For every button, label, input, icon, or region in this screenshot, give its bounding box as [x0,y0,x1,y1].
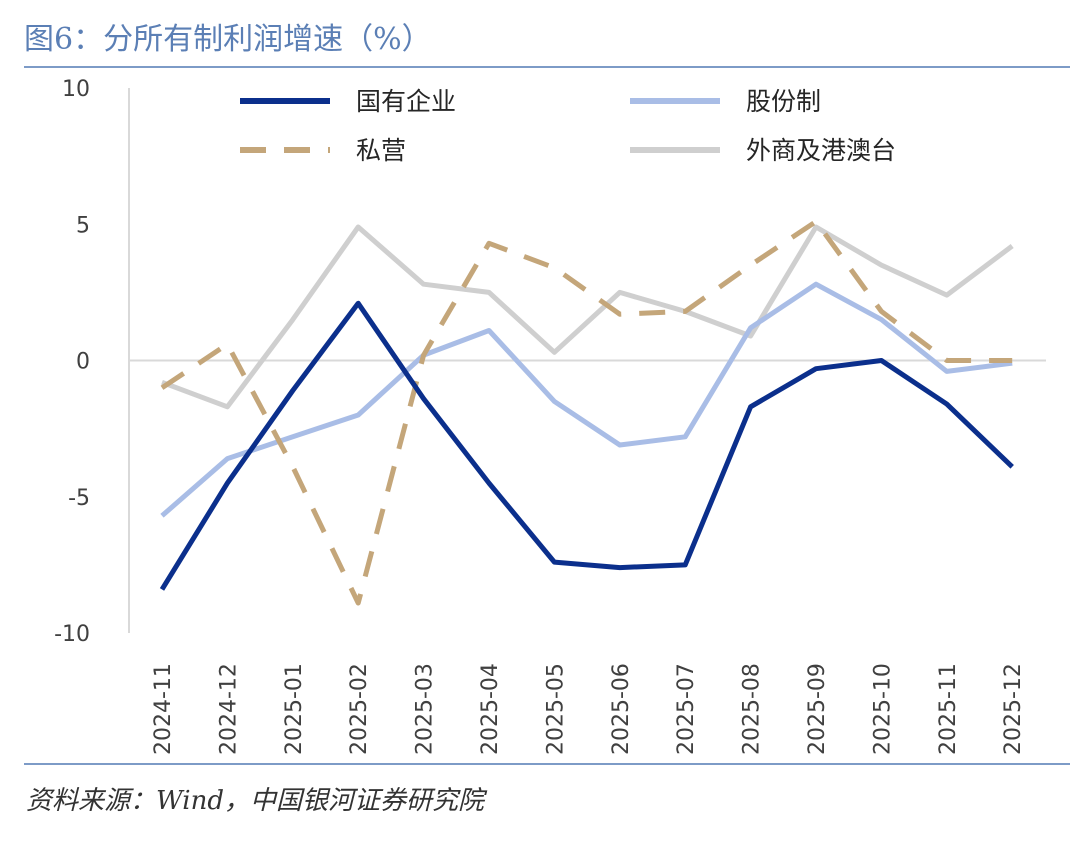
x-tick-label: 2025-06 [609,663,634,755]
x-tick-label: 2025-03 [413,663,438,755]
legend-label: 国有企业 [356,87,456,116]
y-tick-label: 10 [62,77,90,102]
legend-label: 私营 [356,136,406,165]
x-tick-label: 2025-10 [870,663,895,755]
chart-title: 图6：分所有制利润增速（%） [24,22,432,57]
y-tick-label: -5 [68,486,90,511]
legend-item: 外商及港澳台 [630,136,896,165]
x-tick-label: 2025-02 [347,663,372,755]
legend-item: 私营 [240,136,406,165]
x-tick-label: 2025-04 [478,663,503,755]
x-tick-label: 2025-05 [543,663,568,755]
legend-item: 国有企业 [240,87,456,116]
x-tick-label: 2024-11 [151,663,176,755]
header-rule [24,66,1070,68]
series-line-1 [160,281,1013,518]
series-line-0 [159,300,1014,591]
x-tick-label: 2025-07 [674,663,699,755]
y-tick-label: 0 [76,350,90,375]
legend-item: 股份制 [630,87,821,116]
x-tick-label: 2025-09 [805,663,830,755]
footer-rule [24,763,1070,765]
x-tick-label: 2025-12 [1001,663,1026,755]
chart-axes: 10 5 0 -5 -10 2024-11 2024-12 2025-01 2025-02 202… [54,77,1046,755]
series-line-3 [161,224,1014,410]
legend-label: 外商及港澳台 [746,136,896,165]
y-tick-label: -10 [54,622,90,647]
x-tick-label: 2025-01 [282,663,307,755]
legend-label: 股份制 [746,87,821,116]
x-tick-label: 2025-08 [740,663,765,755]
source-note: 资料来源：Wind，中国银河证券研究院 [26,786,484,816]
chart-series [159,219,1014,606]
x-tick-label: 2024-12 [216,663,241,755]
series-line-2 [160,219,1013,606]
x-tick-label: 2025-11 [936,663,961,755]
y-tick-label: 5 [76,213,90,238]
